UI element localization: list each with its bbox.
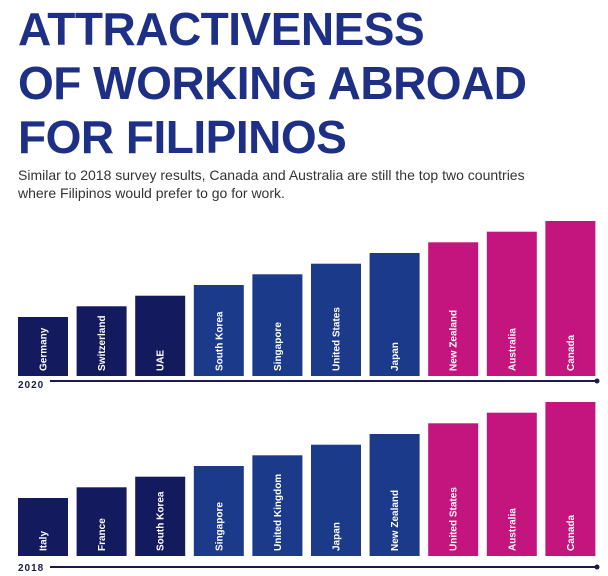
bar-2018-japan bbox=[311, 444, 361, 556]
page-title: ATTRACTIVENESS OF WORKING ABROAD FOR FIL… bbox=[18, 2, 598, 164]
year-label-2020: 2020 bbox=[18, 380, 44, 391]
axis-end-dot-2018 bbox=[594, 564, 600, 570]
bar-2018-singapore bbox=[193, 466, 244, 556]
bar-label-2018-canada: Canada bbox=[566, 514, 577, 551]
year-label-2018: 2018 bbox=[18, 563, 44, 574]
title-line-1: ATTRACTIVENESS bbox=[18, 3, 425, 55]
chart-2018: Italy France South Korea Singapore United Ki… bbox=[18, 402, 600, 574]
bar-label-2020-singapore: Singapore bbox=[273, 322, 284, 371]
bar-label-2020-switzerland: Switzerland bbox=[97, 315, 108, 371]
bar-label-2018-italy: Italy bbox=[39, 531, 50, 551]
bar-2020-canada bbox=[545, 221, 596, 376]
bar-label-2018-new-zealand: New Zealand bbox=[390, 490, 401, 551]
subtitle-line-1: Similar to 2018 survey results, Canada a… bbox=[18, 167, 525, 183]
title-line-2: OF WORKING ABROAD bbox=[18, 57, 527, 109]
bar-2018-australia bbox=[486, 412, 537, 556]
bar-2020-germany bbox=[18, 317, 68, 376]
bar-label-2020-australia: Australia bbox=[507, 328, 518, 371]
bar-label-2020-united-states: United States bbox=[332, 307, 343, 371]
bar-2020-united-states bbox=[311, 263, 361, 376]
title-line-3: FOR FILIPINOS bbox=[18, 111, 347, 163]
bar-2020-japan bbox=[369, 253, 420, 376]
bar-2018-united-states bbox=[428, 423, 479, 556]
bar-2020-australia bbox=[486, 231, 537, 376]
bar-label-2018-south-korea: South Korea bbox=[156, 491, 167, 551]
bar-label-2020-japan: Japan bbox=[390, 342, 401, 371]
bar-label-2020-new-zealand: New Zealand bbox=[449, 310, 460, 371]
bar-label-2018-japan: Japan bbox=[332, 522, 343, 551]
bar-2020-uae bbox=[135, 295, 186, 376]
bar-2018-canada bbox=[545, 402, 596, 556]
bar-2018-france bbox=[76, 487, 127, 556]
bar-label-2018-united-states: United States bbox=[449, 487, 460, 551]
bar-label-2018-singapore: Singapore bbox=[214, 502, 225, 551]
bar-label-2020-south-korea: South Korea bbox=[214, 311, 225, 371]
bar-2020-switzerland bbox=[76, 306, 127, 376]
bar-2018-united-kingdom bbox=[252, 455, 303, 556]
bar-2020-new-zealand bbox=[428, 242, 479, 376]
bar-2018-south-korea bbox=[135, 476, 186, 556]
subtitle: Similar to 2018 survey results, Canada a… bbox=[18, 166, 598, 202]
bar-2018-new-zealand bbox=[369, 434, 420, 556]
bar-label-2018-australia: Australia bbox=[507, 508, 518, 551]
bar-2020-south-korea bbox=[193, 285, 244, 376]
bar-2020-singapore bbox=[252, 274, 303, 376]
bar-2018-italy bbox=[18, 498, 68, 556]
bar-label-2020-germany: Germany bbox=[39, 327, 50, 371]
bar-label-2018-france: France bbox=[97, 518, 108, 551]
bar-label-2020-uae: UAE bbox=[156, 350, 167, 371]
bar-label-2018-united-kingdom: United Kingdom bbox=[273, 474, 284, 551]
bar-label-2020-canada: Canada bbox=[566, 334, 577, 371]
axis-end-dot-2020 bbox=[594, 378, 600, 384]
chart-2020: Germany Switzerland UAE South Korea Singapor… bbox=[18, 221, 600, 391]
subtitle-line-2: where Filipinos would prefer to go for w… bbox=[18, 185, 285, 201]
